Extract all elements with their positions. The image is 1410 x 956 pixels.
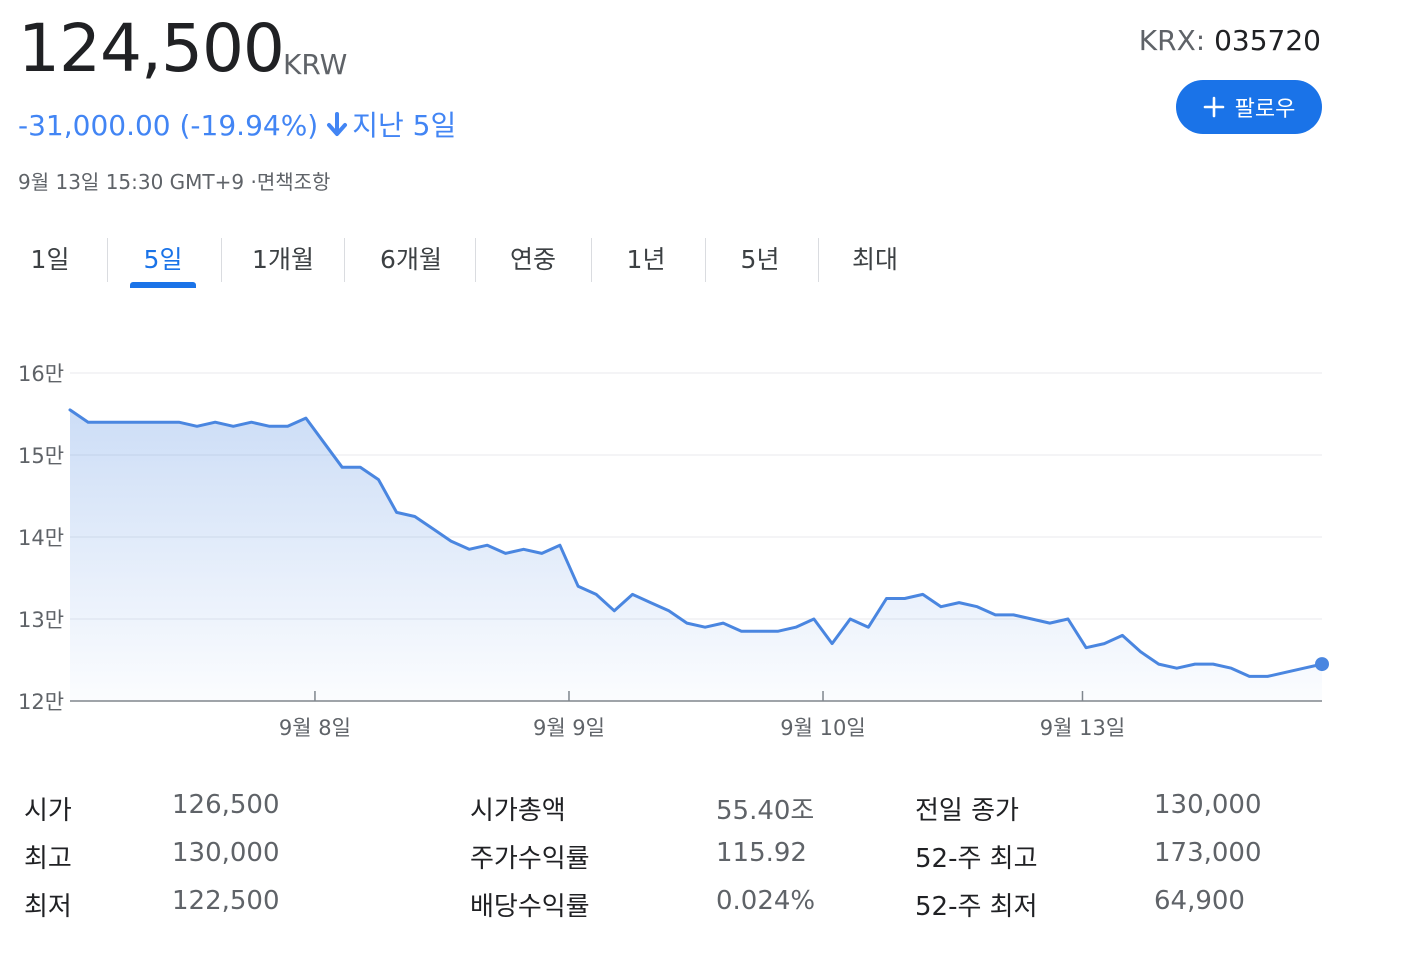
tab-divider [475,238,476,282]
stat-value-52w-high: 173,000 [1154,838,1262,868]
stat-label-low: 최저 [24,892,72,922]
stat-value-52w-low: 64,900 [1154,886,1245,916]
tab-divider [705,238,706,282]
price-change: -31,000.00 (-19.94%) 지난 5일 [18,104,456,144]
stat-value-open: 126,500 [172,790,280,820]
tab-1y[interactable]: 1년 [614,230,678,286]
stat-label-52w-low: 52-주 최저 [915,892,1038,922]
y-tick-label: 16만 [18,362,64,386]
tab-ytd[interactable]: 연중 [496,230,570,286]
arrow-down-icon [327,112,348,136]
last-price-marker [1315,657,1329,672]
stat-label-open: 시가 [24,796,72,826]
ticker-symbol: KRX: 035720 [1139,24,1321,57]
tab-label: 최대 [851,245,898,274]
x-tick-label: 9월 10일 [780,716,865,740]
price-chart[interactable]: 16만 15만 14만 13만 12만 9월 8일 9월 9일 9월 10일 9월 13일 [0,345,1340,755]
tab-6m[interactable]: 6개월 [366,230,456,286]
tab-label: 연중 [509,245,556,274]
tab-label: 6개월 [380,245,442,274]
y-tick-label: 15만 [18,444,64,468]
stat-value-pe-ratio: 115.92 [716,838,807,868]
tab-max[interactable]: 최대 [842,230,908,286]
tab-1m[interactable]: 1개월 [240,230,326,286]
y-tick-label: 13만 [18,608,64,632]
currency-label: KRW [283,48,348,81]
stat-label-prev-close: 전일 종가 [915,796,1019,826]
ticker-code: 035720 [1214,24,1321,57]
exchange-label: KRX: [1138,24,1206,57]
tab-label: 5년 [740,245,780,274]
tab-divider [344,238,345,282]
change-value: -31,000.00 (-19.94%) [18,109,319,142]
tab-1d[interactable]: 1일 [18,230,82,286]
change-period: 지난 5일 [352,109,457,142]
tab-label: 1년 [626,245,666,274]
current-price: 124,500 [18,10,285,87]
price-line[interactable] [68,408,1324,678]
stat-value-high: 130,000 [172,838,280,868]
stat-value-dividend-yield: 0.024% [716,886,816,916]
follow-label: 팔로우 [1234,97,1296,122]
range-tabs: 1일 5일 1개월 6개월 연중 1년 5년 최대 [0,230,940,290]
stat-label-market-cap: 시가총액 [470,796,566,826]
tab-divider [221,238,222,282]
y-axis-labels: 16만 15만 14만 13만 12만 [18,362,64,714]
timestamp: 9월 13일 15:30 GMT+9 ·면책조항 [18,170,331,194]
y-tick-label: 14만 [18,526,64,550]
stat-label-high: 최고 [24,844,72,874]
stat-value-prev-close: 130,000 [1154,790,1262,820]
stat-label-dividend-yield: 배당수익률 [470,892,590,922]
follow-button[interactable]: 팔로우 [1176,80,1322,134]
stat-label-pe-ratio: 주가수익률 [470,844,590,874]
x-tick-label: 9월 13일 [1040,716,1125,740]
tab-label: 5일 [143,245,183,274]
stat-value-low: 122,500 [172,886,280,916]
stat-label-52w-high: 52-주 최고 [915,844,1038,874]
plus-icon [1203,96,1224,118]
stat-value-market-cap: 55.40조 [716,796,815,826]
tab-label: 1일 [30,245,70,274]
x-tick-label: 9월 8일 [279,716,351,740]
y-tick-label: 12만 [18,690,64,714]
tab-5d[interactable]: 5일 [130,230,196,288]
tab-label: 1개월 [252,245,314,274]
tab-5y[interactable]: 5년 [728,230,792,286]
x-tick-label: 9월 9일 [533,716,605,740]
tab-divider [107,238,108,282]
tab-divider [818,238,819,282]
x-axis: 9월 8일 9월 9일 9월 10일 9월 13일 [279,691,1125,740]
price-area [70,409,1322,701]
tab-divider [591,238,592,282]
